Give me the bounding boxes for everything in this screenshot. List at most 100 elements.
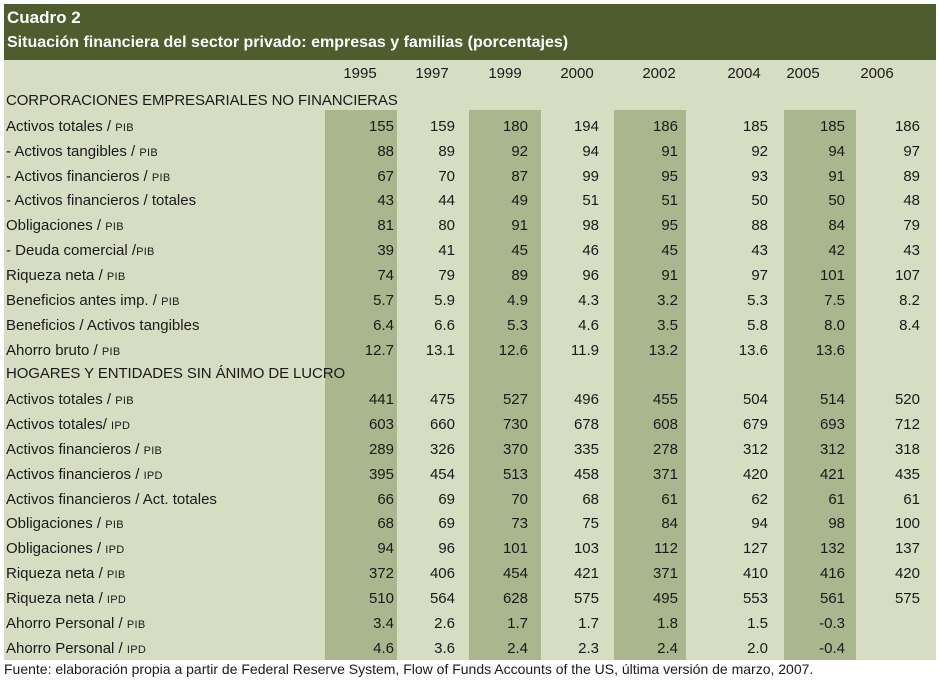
cell-value: 49 (511, 192, 528, 210)
cell-value: 51 (661, 192, 678, 210)
year-header: 2006 (860, 65, 894, 82)
cell-value: 70 (511, 490, 528, 508)
cell-value: 73 (511, 515, 528, 533)
cell-value: 730 (502, 416, 528, 434)
cell-value: 520 (894, 391, 920, 409)
cell-value: 12.6 (498, 341, 528, 359)
row-label: Activos totales/ IPD (6, 416, 131, 434)
row-label: Riqueza neta / IPD (6, 590, 127, 607)
cell-value: 278 (652, 440, 678, 458)
cell-value: 185 (742, 117, 768, 135)
cell-value: 4.3 (578, 291, 599, 309)
cell-value: 12.7 (364, 341, 394, 359)
cell-value: 185 (819, 117, 845, 135)
table-row: Beneficios / Activos tangibles 6.4 6.6 5.3 4… (4, 313, 936, 338)
year-header: 1995 (343, 65, 377, 82)
row-label: Beneficios antes imp. / PIB (6, 291, 180, 309)
cell-value: 100 (894, 515, 920, 533)
cell-value: 3.5 (657, 316, 678, 334)
cell-value: 416 (819, 565, 845, 583)
cell-value: 61 (661, 490, 678, 508)
cell-value: 561 (819, 590, 845, 607)
cell-value: 87 (511, 167, 528, 185)
cell-value: 97 (751, 266, 768, 284)
cell-value: 79 (438, 266, 455, 284)
cell-value: 98 (828, 515, 845, 533)
year-header: 2005 (786, 65, 820, 82)
highlight-column-1999 (469, 110, 541, 660)
row-unit: PIB (161, 295, 180, 308)
cell-value: 107 (894, 266, 920, 284)
row-label: Riqueza neta / PIB (6, 565, 126, 583)
cell-value: -0.3 (819, 614, 845, 632)
cell-value: 435 (894, 465, 920, 483)
cell-value: 42 (828, 242, 845, 260)
table-row: Riqueza neta / PIB 372 406 454 421 371 410 416 4… (4, 561, 936, 586)
table-row: Activos totales/ IPD 603 660 730 678 608 679 69… (4, 412, 936, 437)
cell-value: 180 (502, 117, 528, 135)
source-note: Fuente: elaboración propia a partir de F… (4, 661, 814, 677)
cell-value: 186 (652, 117, 678, 135)
cell-value: 127 (742, 540, 768, 558)
cell-value: 510 (368, 590, 394, 607)
row-label: Activos financieros / IPD (6, 465, 163, 483)
table-row: - Activos tangibles / PIB 88 89 92 94 91 92 94 9… (4, 139, 936, 164)
table-row: Activos financieros / IPD 395 454 513 458 371… (4, 462, 936, 487)
cell-value: 84 (828, 217, 845, 235)
cell-value: 92 (511, 142, 528, 160)
cell-value: 39 (377, 242, 394, 260)
cell-value: 312 (819, 440, 845, 458)
table-subtitle: Situación financiera del sector privado:… (7, 34, 569, 51)
cell-value: 454 (429, 465, 455, 483)
cell-value: 553 (742, 590, 768, 607)
cell-value: 99 (582, 167, 599, 185)
cell-value: 2.6 (434, 614, 455, 632)
cell-value: 68 (582, 490, 599, 508)
cell-value: 608 (652, 416, 678, 434)
cell-value: 92 (751, 142, 768, 160)
cell-value: 97 (903, 142, 920, 160)
cell-value: 527 (502, 391, 528, 409)
cell-value: 91 (511, 217, 528, 235)
table-row: Ahorro Personal / IPD 4.6 3.6 2.4 2.3 2.4 2.0 -… (4, 636, 936, 661)
cell-value: 326 (429, 440, 455, 458)
row-unit: PIB (101, 345, 121, 358)
highlight-column-2005 (784, 110, 856, 660)
row-label: - Deuda comercial /PIB (6, 242, 155, 260)
cell-value: 81 (377, 217, 394, 235)
section-heading: CORPORACIONES EMPRESARIALES NO FINANCIER… (6, 92, 398, 109)
row-label: Activos financieros / Act. totales (6, 490, 217, 508)
cell-value: 371 (652, 465, 678, 483)
cell-value: 455 (652, 391, 678, 409)
cell-value: 69 (438, 515, 455, 533)
cell-value: 186 (894, 117, 920, 135)
cell-value: 112 (654, 540, 678, 558)
cell-value: 67 (377, 167, 394, 185)
table-row: Obligaciones / IPD 94 96 101 103 112 127 132 137 (4, 536, 936, 561)
cell-value: 8.4 (899, 316, 920, 334)
table-row: Riqueza neta / IPD 510 564 628 575 495 553 561 5… (4, 586, 936, 611)
table-row: Activos financieros / Act. totales 66 69 70… (4, 487, 936, 512)
cell-value: 289 (368, 440, 394, 458)
cell-value: 575 (894, 590, 920, 607)
cell-value: 678 (573, 416, 599, 434)
cell-value: 693 (819, 416, 845, 434)
year-header: 2002 (642, 65, 676, 82)
row-label: Ahorro bruto / PIB (6, 341, 121, 359)
year-header: 2000 (560, 65, 594, 82)
cell-value: 372 (368, 565, 394, 583)
row-label: Activos totales / PIB (6, 391, 134, 409)
cell-value: 513 (502, 465, 528, 483)
cell-value: 94 (828, 142, 845, 160)
cell-value: 13.1 (425, 341, 455, 359)
cell-value: 43 (751, 242, 768, 260)
cell-value: 335 (573, 440, 599, 458)
cell-value: 96 (582, 266, 599, 284)
row-label: Ahorro Personal / IPD (6, 639, 147, 657)
row-label: Obligaciones / PIB (6, 217, 124, 235)
cell-value: 4.9 (507, 291, 528, 309)
cell-value: 2.4 (657, 639, 678, 657)
cell-value: 94 (751, 515, 768, 533)
table-row: Ahorro bruto / PIB 12.7 13.1 12.6 11.9 13.2 13… (4, 338, 936, 363)
cell-value: 660 (429, 416, 455, 434)
